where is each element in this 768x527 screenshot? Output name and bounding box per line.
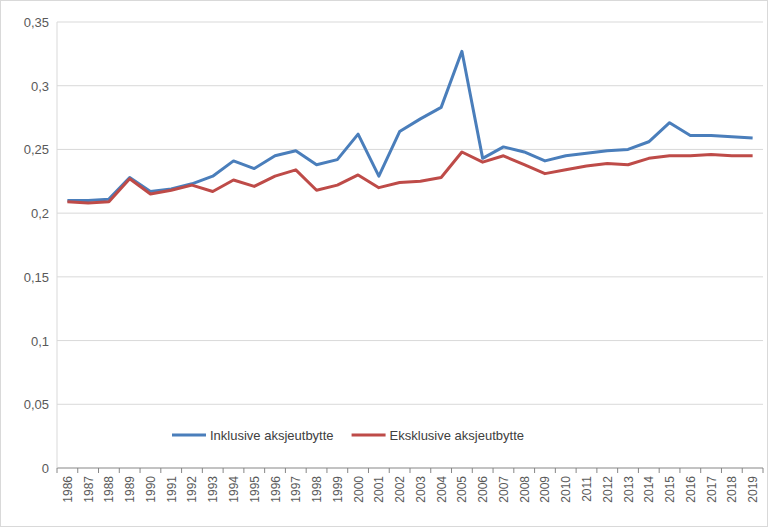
x-tick-label: 1986 bbox=[61, 476, 75, 503]
x-tick bbox=[389, 468, 390, 473]
x-tick bbox=[721, 468, 722, 473]
x-tick bbox=[451, 468, 452, 473]
x-tick bbox=[243, 468, 244, 473]
x-tick-label: 2010 bbox=[559, 476, 573, 503]
legend-swatch bbox=[172, 434, 206, 437]
grid-line bbox=[57, 213, 763, 214]
x-tick-label: 2005 bbox=[455, 476, 469, 503]
x-tick-label: 2013 bbox=[622, 476, 636, 503]
x-tick bbox=[202, 468, 203, 473]
x-tick-label: 1997 bbox=[289, 476, 303, 503]
x-tick-label: 1996 bbox=[269, 476, 283, 503]
x-tick-label: 1994 bbox=[227, 476, 241, 503]
x-tick bbox=[264, 468, 265, 473]
x-tick bbox=[596, 468, 597, 473]
x-tick bbox=[368, 468, 369, 473]
x-tick-label: 2015 bbox=[663, 476, 677, 503]
x-tick bbox=[347, 468, 348, 473]
x-tick bbox=[98, 468, 99, 473]
grid-line bbox=[57, 404, 763, 405]
x-tick bbox=[472, 468, 473, 473]
grid-line bbox=[57, 340, 763, 341]
x-tick bbox=[576, 468, 577, 473]
x-tick bbox=[763, 468, 764, 473]
grid-line bbox=[57, 22, 763, 23]
series-group bbox=[67, 51, 752, 203]
x-tick-label: 1988 bbox=[102, 476, 116, 503]
y-tick-label: 0,2 bbox=[31, 206, 49, 221]
x-tick bbox=[410, 468, 411, 473]
x-tick-label: 2016 bbox=[684, 476, 698, 503]
x-tick-label: 1995 bbox=[248, 476, 262, 503]
x-tick-label: 2000 bbox=[352, 476, 366, 503]
legend-swatch bbox=[352, 434, 386, 437]
x-tick bbox=[77, 468, 78, 473]
x-tick bbox=[306, 468, 307, 473]
x-tick bbox=[679, 468, 680, 473]
grid-line bbox=[57, 149, 763, 150]
x-tick-label: 2007 bbox=[497, 476, 511, 503]
x-tick-label: 2004 bbox=[435, 476, 449, 503]
y-tick-label: 0,15 bbox=[24, 270, 49, 285]
x-tick-label: 1989 bbox=[123, 476, 137, 503]
x-tick bbox=[140, 468, 141, 473]
series-line bbox=[67, 51, 752, 200]
y-tick-label: 0 bbox=[42, 461, 49, 476]
chart-frame bbox=[1, 1, 768, 527]
x-tick-label: 2009 bbox=[538, 476, 552, 503]
x-tick bbox=[513, 468, 514, 473]
x-tick bbox=[285, 468, 286, 473]
x-tick bbox=[555, 468, 556, 473]
x-tick-label: 2008 bbox=[518, 476, 532, 503]
x-tick bbox=[700, 468, 701, 473]
x-tick-label: 1998 bbox=[310, 476, 324, 503]
x-tick-label: 2017 bbox=[705, 476, 719, 503]
y-tick-label: 0,35 bbox=[24, 15, 49, 30]
x-tick-label: 1991 bbox=[165, 476, 179, 503]
grid-line bbox=[57, 85, 763, 86]
x-tick bbox=[181, 468, 182, 473]
x-tick bbox=[119, 468, 120, 473]
grid-line bbox=[57, 276, 763, 277]
x-tick bbox=[326, 468, 327, 473]
x-tick-label: 2001 bbox=[372, 476, 386, 503]
x-tick bbox=[534, 468, 535, 473]
x-tick bbox=[638, 468, 639, 473]
x-tick bbox=[617, 468, 618, 473]
x-tick-label: 2002 bbox=[393, 476, 407, 503]
x-tick bbox=[223, 468, 224, 473]
legend-label: Eksklusive aksjeutbytte bbox=[390, 428, 524, 443]
y-axis-line bbox=[57, 22, 58, 468]
x-tick-label: 2011 bbox=[580, 476, 594, 502]
y-tick-label: 0,05 bbox=[24, 397, 49, 412]
x-tick bbox=[493, 468, 494, 473]
chart: 0 0,05 0,1 0,15 0,2 0,25 0,3 0,35 1986 1987 1988 19… bbox=[0, 0, 768, 527]
x-tick-label: 2003 bbox=[414, 476, 428, 503]
x-tick-label: 1993 bbox=[206, 476, 220, 503]
series-line bbox=[67, 152, 752, 203]
x-tick bbox=[742, 468, 743, 473]
x-tick-label: 2012 bbox=[601, 476, 615, 503]
x-tick-label: 1999 bbox=[331, 476, 345, 503]
x-tick-label: 2006 bbox=[476, 476, 490, 503]
legend-label: Inklusive aksjeutbytte bbox=[210, 428, 334, 443]
x-tick bbox=[430, 468, 431, 473]
x-tick-label: 1992 bbox=[185, 476, 199, 503]
x-tick-label: 1990 bbox=[144, 476, 158, 503]
x-tick bbox=[160, 468, 161, 473]
x-tick bbox=[659, 468, 660, 473]
y-tick-label: 0,25 bbox=[24, 142, 49, 157]
y-tick-label: 0,3 bbox=[31, 79, 49, 94]
x-tick-label: 1987 bbox=[82, 476, 96, 503]
x-tick-label: 2018 bbox=[725, 476, 739, 503]
y-tick-label: 0,1 bbox=[31, 334, 49, 349]
x-tick bbox=[57, 468, 58, 473]
x-tick-label: 2019 bbox=[746, 476, 760, 503]
x-tick-label: 2014 bbox=[642, 476, 656, 503]
